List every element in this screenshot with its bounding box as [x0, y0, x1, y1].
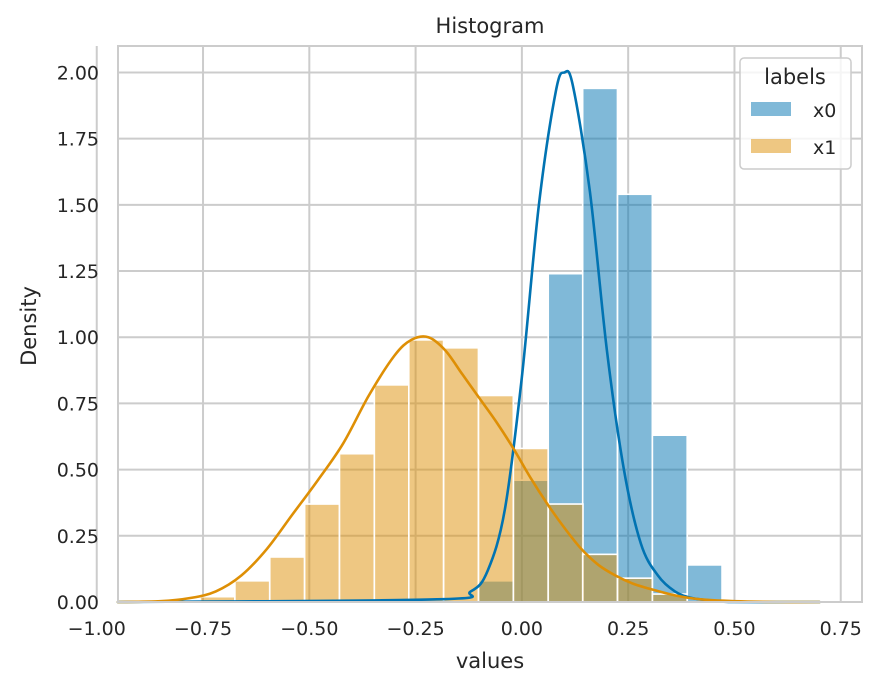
bar-x0 [686, 564, 723, 603]
legend-label-x1: x1 [813, 137, 836, 159]
x-tick-label: 0.00 [501, 618, 543, 640]
bar-x1 [373, 384, 410, 603]
kde-curves [116, 69, 821, 604]
y-tick-label: 1.25 [57, 261, 99, 283]
y-tick-label: 1.50 [57, 195, 99, 217]
y-tick-labels: 0.00 0.25 0.50 0.75 1.00 1.25 1.50 1.75 2.00 [57, 62, 99, 614]
bar-x1 [616, 577, 654, 603]
y-tick-label: 2.00 [57, 62, 99, 84]
x-axis-label: values [456, 649, 524, 673]
bar-x0 [616, 193, 654, 603]
histogram-bars [199, 87, 723, 603]
bar-x1 [268, 556, 306, 603]
bar-x0 [581, 87, 619, 603]
x-tick-label: −0.75 [174, 618, 232, 640]
x-tick-label: 0.50 [713, 618, 755, 640]
y-tick-label: 0.25 [57, 526, 99, 548]
y-axis-label: Density [17, 286, 41, 366]
legend-swatch-x0 [751, 102, 791, 116]
chart-title: Histogram [436, 14, 545, 38]
x-tick-label: 0.75 [820, 618, 862, 640]
kde-curve-x1 [116, 335, 821, 604]
bar-x1 [303, 503, 341, 603]
kde-curve-x0 [116, 69, 821, 604]
y-tick-label: 1.75 [57, 129, 99, 151]
legend-title: labels [764, 65, 826, 89]
bar-x1 [442, 347, 480, 603]
x-tick-label: 0.25 [607, 618, 649, 640]
y-tick-label: 0.00 [57, 592, 99, 614]
x-tick-labels: −1.00 −0.75 −0.50 −0.25 0.00 0.25 0.50 0.75 [68, 618, 862, 640]
bar-x1 [581, 553, 619, 603]
y-tick-label: 0.50 [57, 460, 99, 482]
legend-label-x0: x0 [813, 100, 836, 122]
x-tick-label: −0.25 [386, 618, 444, 640]
y-tick-label: 0.75 [57, 393, 99, 415]
plot-frame [117, 45, 863, 603]
bar-x1 [547, 503, 584, 603]
legend-swatch-x1 [751, 139, 791, 153]
x-tick-label: −1.00 [68, 618, 126, 640]
bar-x1 [512, 447, 549, 603]
bar-x1 [407, 339, 445, 603]
bar-x1 [234, 580, 271, 603]
legend: labels x0 x1 [739, 57, 852, 170]
bar-x1 [477, 394, 515, 603]
y-tick-label: 1.00 [57, 327, 99, 349]
x-tick-label: −0.50 [280, 618, 338, 640]
bar-x1 [338, 452, 376, 603]
